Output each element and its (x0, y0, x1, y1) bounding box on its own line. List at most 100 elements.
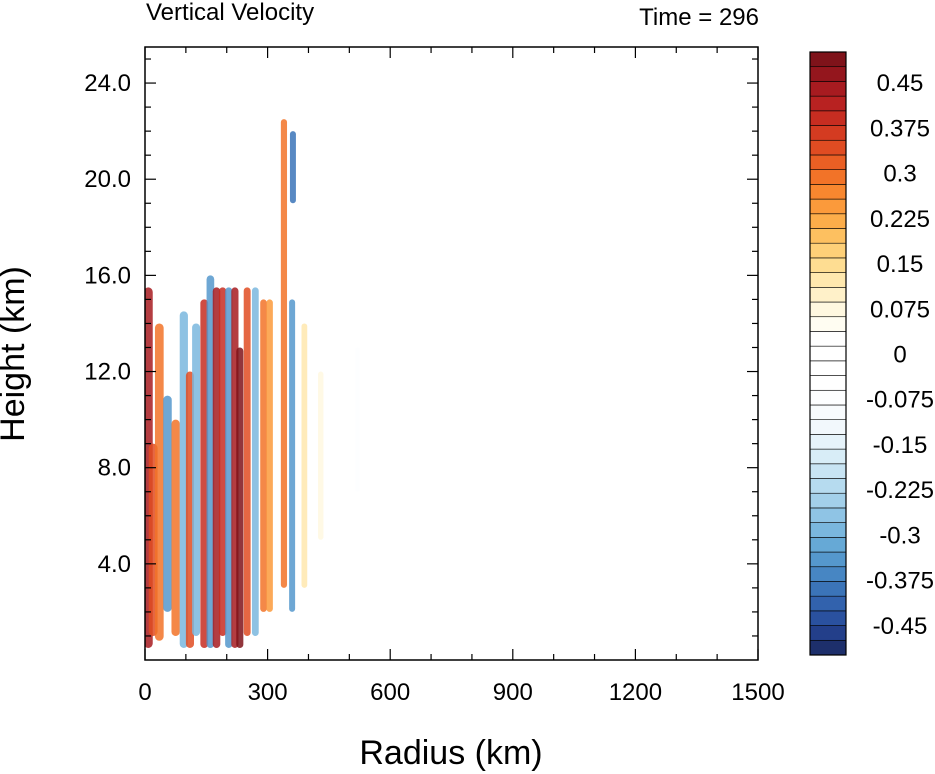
velocity-feature (200, 299, 209, 648)
colorbar-swatch (809, 360, 847, 376)
velocity-feature (171, 419, 180, 636)
colorbar-swatch (809, 434, 847, 450)
velocity-feature (251, 287, 259, 636)
colorbar-swatch (809, 419, 847, 435)
time-label: Time = 296 (639, 4, 759, 31)
colorbar-swatch (809, 184, 847, 200)
y-tick-label: 8.0 (98, 455, 131, 482)
y-tick-label: 4.0 (98, 551, 131, 578)
x-axis-label: Radius (km) (359, 734, 542, 772)
colorbar-swatch (809, 95, 847, 112)
colorbar-swatch (809, 66, 847, 82)
colorbar-swatch (809, 301, 847, 318)
velocity-feature (154, 323, 164, 641)
colorbar-swatch (809, 213, 847, 229)
colorbar-swatch (809, 110, 847, 126)
velocity-feature (163, 395, 172, 612)
colorbar-swatch (809, 331, 847, 347)
colorbar-label: -0.3 (879, 522, 920, 549)
colorbar-label: -0.45 (873, 613, 928, 640)
y-tick-label: 16.0 (84, 262, 131, 289)
velocity-feature (289, 299, 296, 612)
x-axis: 0 300 600 900 1200 1500 (138, 47, 785, 706)
velocity-feature (318, 371, 324, 540)
colorbar-label: 0.15 (877, 251, 924, 278)
plot-area (144, 46, 759, 661)
velocity-feature (225, 287, 233, 648)
colorbar-swatch (809, 154, 847, 170)
colorbar-swatch (809, 287, 847, 303)
colorbar-label: -0.15 (873, 432, 928, 459)
velocity-feature (280, 119, 288, 588)
colorbar-swatch (809, 507, 847, 523)
y-axis-label: Height (km) (0, 266, 32, 442)
colorbar-swatch (809, 595, 847, 612)
colorbar-label: -0.075 (866, 387, 934, 414)
x-tick-label: 300 (248, 679, 288, 706)
colorbar-swatch (809, 316, 847, 332)
colorbar-swatch (809, 257, 847, 273)
y-tick-label: 24.0 (84, 70, 131, 97)
colorbar-swatch (809, 639, 847, 656)
colorbar-label: -0.375 (866, 568, 934, 595)
velocity-feature (243, 287, 251, 636)
x-tick-label: 1500 (731, 679, 784, 706)
velocity-feature (218, 287, 227, 636)
velocity-feature (192, 323, 201, 636)
colorbar (809, 51, 847, 656)
velocity-feature (355, 347, 360, 492)
colorbar-swatch (809, 522, 847, 538)
colorbar-swatch (809, 463, 847, 479)
x-tick-label: 600 (370, 679, 410, 706)
colorbar-swatch (809, 625, 847, 641)
colorbar-label: 0 (893, 342, 906, 369)
x-tick-label: 1200 (609, 679, 662, 706)
y-tick-label: 12.0 (84, 359, 131, 386)
y-axis: 4.0 8.0 12.0 16.0 20.0 24.0 (84, 58, 758, 637)
velocity-feature (301, 323, 308, 588)
x-tick-label: 900 (493, 679, 533, 706)
velocity-feature (206, 275, 215, 648)
colorbar-swatch (809, 404, 847, 420)
colorbar-swatch (809, 51, 847, 68)
colorbar-label: 0.075 (870, 296, 930, 323)
y-tick-label: 20.0 (84, 166, 131, 193)
colorbar-label: 0.45 (877, 70, 924, 97)
colorbar-label: 0.225 (870, 206, 930, 233)
colorbar-swatch (809, 551, 847, 568)
colorbar-swatch (809, 169, 847, 185)
colorbar-swatch (809, 228, 847, 244)
colorbar-swatch (809, 478, 847, 494)
colorbar-label: 0.3 (883, 161, 916, 188)
chart-title: Vertical Velocity (146, 0, 314, 26)
velocity-feature (236, 347, 244, 648)
colorbar-swatch (809, 566, 847, 582)
colorbar-swatch (809, 198, 847, 215)
colorbar-swatch (809, 139, 847, 156)
colorbar-swatch (809, 492, 847, 509)
colorbar-swatch (809, 242, 847, 259)
plot-frame (144, 46, 759, 661)
x-tick-label: 0 (138, 679, 151, 706)
velocity-feature (289, 131, 296, 204)
colorbar-swatch (809, 345, 847, 362)
colorbar-labels: 0.45 0.375 0.3 0.225 0.15 0.075 0 -0.075 -0.15 -0… (866, 70, 934, 640)
colorbar-label: 0.375 (870, 115, 930, 142)
velocity-feature (179, 311, 188, 648)
velocity-feature (266, 299, 273, 612)
colorbar-swatch (809, 125, 847, 141)
colorbar-frame (809, 51, 847, 656)
colorbar-label: -0.225 (866, 477, 934, 504)
velocity-feature (260, 299, 267, 612)
colorbar-swatch (809, 81, 847, 97)
colorbar-swatch (809, 581, 847, 597)
colorbar-swatch (809, 389, 847, 406)
colorbar-swatch (809, 610, 847, 626)
colorbar-swatch (809, 448, 847, 465)
colorbar-swatch (809, 272, 847, 288)
colorbar-swatch (809, 375, 847, 391)
velocity-feature (212, 287, 221, 648)
colorbar-swatch (809, 537, 847, 553)
velocity-feature (185, 371, 194, 648)
